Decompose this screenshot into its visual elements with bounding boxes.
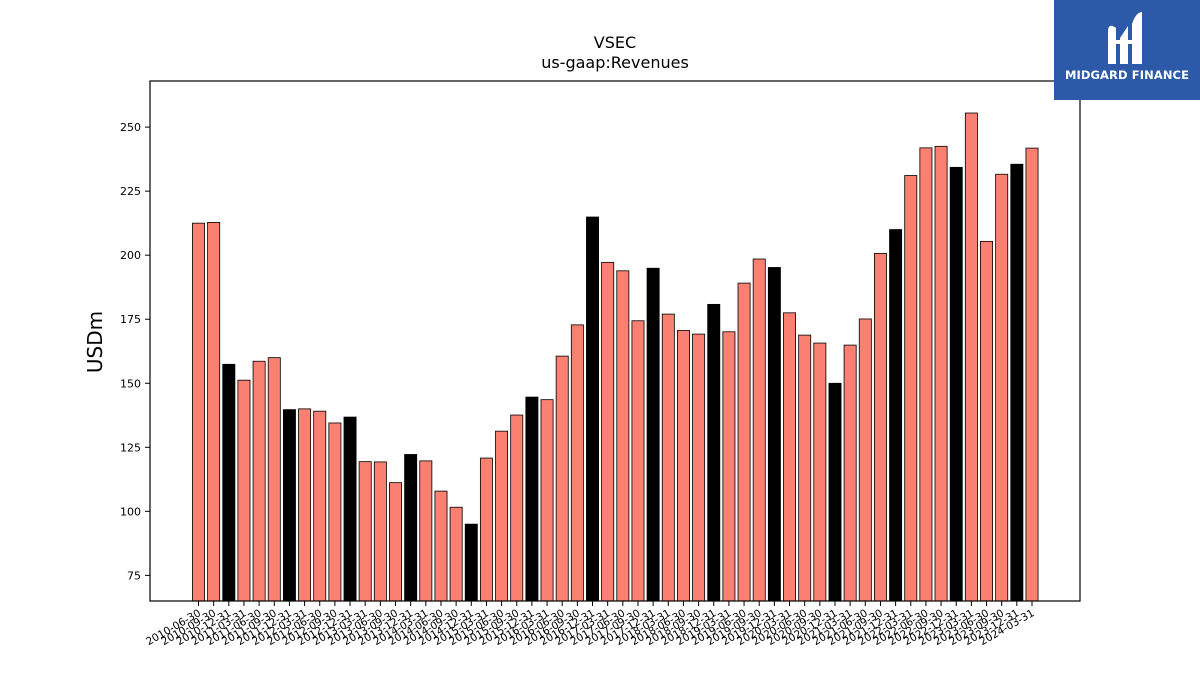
bar-2020-06-30 <box>798 334 812 602</box>
bar-2015-09-30 <box>510 414 524 602</box>
y-tick-label: 225 <box>120 185 141 198</box>
chart-subtitle: us-gaap:Revenues <box>541 53 689 72</box>
bar-2010-12-31 <box>222 363 236 602</box>
bar-2015-06-30 <box>495 430 509 602</box>
bar-2012-12-31 <box>343 416 357 602</box>
bar-2012-06-30 <box>313 410 327 602</box>
bar-2015-03-31 <box>479 457 493 602</box>
bar-2019-06-30 <box>737 282 751 602</box>
y-tick-label: 100 <box>120 505 141 518</box>
y-tick-label: 125 <box>120 441 141 454</box>
bar-2022-03-31 <box>904 175 918 602</box>
bar-2021-03-31 <box>843 344 857 602</box>
bar-2014-03-31 <box>419 460 433 602</box>
bar-2018-06-30 <box>676 330 690 602</box>
bar-2014-12-31 <box>464 523 478 602</box>
bar-2023-09-30 <box>995 173 1009 602</box>
bar-2021-09-30 <box>873 252 887 602</box>
bar-2019-09-30 <box>752 258 766 602</box>
bar-2019-03-31 <box>722 331 736 602</box>
bar-2024-03-31 <box>1025 147 1039 602</box>
plot-frame <box>149 80 1081 602</box>
bar-2018-09-30 <box>692 333 706 602</box>
bar-2017-03-31 <box>601 261 615 602</box>
bar-2010-09-30 <box>207 221 221 602</box>
bar-2020-12-31 <box>828 382 842 602</box>
bar-2022-12-31 <box>949 166 963 602</box>
midgard-finance-logo: MIDGARD FINANCE <box>1054 0 1200 100</box>
bar-2023-06-30 <box>980 240 993 602</box>
bar-2019-12-31 <box>767 267 781 602</box>
bar-2023-03-31 <box>964 112 978 602</box>
bar-2021-06-30 <box>858 318 872 602</box>
bar-2011-03-31 <box>237 379 251 602</box>
bar-2014-06-30 <box>434 490 448 602</box>
y-axis-label: USDm <box>83 311 107 373</box>
bar-2012-09-30 <box>328 422 342 602</box>
bar-2010-06-30 <box>192 222 205 602</box>
bars-group <box>192 112 1039 602</box>
y-tick-label: 200 <box>120 249 141 262</box>
bar-2013-09-30 <box>389 482 402 602</box>
y-tick-label: 250 <box>120 121 141 134</box>
bar-2022-06-30 <box>919 147 933 602</box>
y-tick-label: 75 <box>127 569 141 582</box>
bar-2016-06-30 <box>555 355 569 602</box>
bar-2011-12-31 <box>282 409 296 602</box>
bar-2013-06-30 <box>373 461 387 602</box>
y-axis-ticks: 75 100 125 150 175 200 225 250 <box>120 121 150 582</box>
y-tick-label: 150 <box>120 377 141 390</box>
bar-2011-06-30 <box>252 360 266 602</box>
bar-2011-09-30 <box>267 357 281 602</box>
bar-2016-09-30 <box>570 324 584 602</box>
bar-2022-09-30 <box>934 145 948 602</box>
logo-text: MIDGARD FINANCE <box>1064 68 1190 82</box>
bar-2017-06-30 <box>616 270 630 602</box>
bar-2020-09-30 <box>813 342 827 602</box>
bar-2016-12-31 <box>586 216 599 602</box>
midgard-logo-icon <box>1108 12 1142 64</box>
bar-2015-12-31 <box>525 396 539 602</box>
y-tick-label: 175 <box>120 313 141 326</box>
bar-2017-09-30 <box>631 320 645 602</box>
bar-2014-09-30 <box>449 506 463 602</box>
bar-2018-03-31 <box>661 313 675 602</box>
bar-2020-03-31 <box>783 312 796 602</box>
chart-title: VSEC <box>594 33 636 52</box>
bar-2023-12-31 <box>1010 163 1024 602</box>
bar-2012-03-31 <box>298 408 312 602</box>
bar-2016-03-31 <box>540 399 554 602</box>
bar-2013-12-31 <box>404 454 418 602</box>
bar-2018-12-31 <box>707 303 721 602</box>
bar-2017-12-31 <box>646 267 660 602</box>
bar-2021-12-31 <box>889 229 903 602</box>
bar-2013-03-31 <box>358 461 372 602</box>
x-axis-ticks: 2010-06-302010-09-302010-12-312011-03-31… <box>144 601 1037 648</box>
